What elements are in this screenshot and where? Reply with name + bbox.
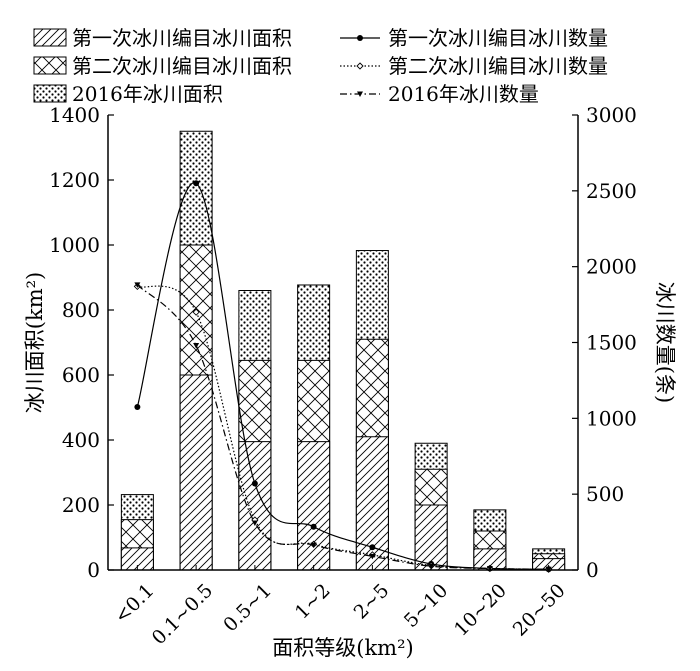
line-series-2: [137, 285, 549, 570]
line-1-point-4: [369, 544, 376, 551]
y-left-tick-label-6: 1200: [49, 168, 100, 192]
axis-labels: 面积等级(km²) 冰川面积(km²) 冰川数量(条): [23, 272, 677, 660]
x-tick-label-6: 10~20: [450, 580, 511, 641]
line-1-point-0: [134, 403, 141, 410]
legend-label-line-2: 第二次冰川编目冰川数量: [388, 54, 608, 78]
bar-1-5: [414, 504, 448, 571]
legend-swatch-bar-3: [33, 84, 67, 103]
y-left-tick-label-4: 800: [62, 298, 100, 322]
y-right-tick-label-6: 3000: [586, 103, 637, 127]
legend-label-line-1: 第一次冰川编目冰川数量: [388, 26, 608, 50]
x-tick-label-0: <0.1: [110, 580, 158, 628]
x-tick-label-5: 5~10: [400, 580, 452, 632]
line-2-point-1: [192, 308, 200, 316]
legend-marker-2: [356, 62, 364, 70]
legend-marker-3: [357, 91, 363, 97]
line-3-point-4: [369, 553, 376, 560]
line-1-point-3: [310, 523, 317, 530]
x-axis-label: 面积等级(km²): [272, 636, 413, 660]
bar-group: [120, 130, 566, 571]
bar-1-2: [238, 441, 272, 571]
x-tick-label-7: 20~50: [509, 580, 570, 641]
y-right-tick-label-4: 2000: [586, 255, 637, 279]
legend-marker-1: [357, 35, 363, 41]
y-left-tick-label-0: 0: [87, 558, 100, 582]
y-left-tick-label-3: 600: [62, 363, 100, 387]
legend-swatch-bar-2: [33, 56, 67, 75]
line-3-point-0: [134, 282, 141, 288]
x-tick-label-4: 2~5: [350, 580, 394, 624]
y-right-tick-label-2: 1000: [586, 406, 637, 430]
y-right-tick-label-1: 500: [586, 482, 624, 506]
legend-label-bar-2: 第二次冰川编目冰川面积: [72, 54, 292, 78]
x-tick-label-3: 1~2: [291, 580, 335, 624]
y-left-tick-label-1: 200: [62, 493, 100, 517]
line-group: [133, 180, 553, 573]
x-tick-label-1: 0.1~0.5: [148, 580, 218, 650]
line-series-1: [136, 182, 549, 570]
axes: 0 200 400 600 800 1000 1200 1400 0 500 1000 1500 200…: [49, 103, 637, 649]
line-3-point-2: [251, 520, 258, 526]
y-right-tick-label-5: 2500: [586, 179, 637, 203]
legend-label-bar-3: 2016年冰川面积: [72, 82, 223, 106]
y-left-tick-label-2: 400: [62, 428, 100, 452]
legend-label-bar-1: 第一次冰川编目冰川面积: [72, 26, 292, 50]
y-left-tick-label-5: 1000: [49, 233, 100, 257]
bar-1-3: [297, 441, 331, 571]
line-1-point-1: [193, 180, 200, 187]
y-axis-label-left: 冰川面积(km²): [23, 272, 47, 413]
bar-1-1: [179, 374, 213, 571]
line-3-point-1: [193, 343, 200, 349]
y-right-tick-label-3: 1500: [586, 331, 637, 355]
legend-swatch-bar-1: [33, 28, 67, 47]
y-axis-label-right: 冰川数量(条): [653, 282, 677, 403]
y-left-tick-label-7: 1400: [49, 103, 100, 127]
line-1-point-2: [251, 480, 258, 487]
line-3-point-3: [310, 542, 317, 548]
x-tick-label-2: 0.5~1: [219, 580, 276, 637]
legend-label-line-3: 2016年冰川数量: [388, 82, 539, 106]
y-right-tick-label-0: 0: [586, 558, 599, 582]
